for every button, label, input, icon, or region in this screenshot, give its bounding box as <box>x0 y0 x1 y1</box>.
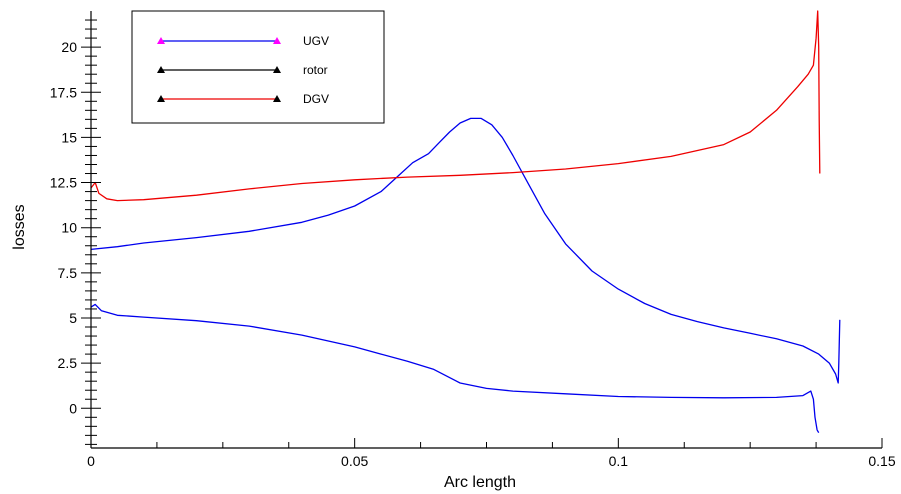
y-tick-label: 7.5 <box>58 265 78 281</box>
series-line-ugv <box>90 303 820 434</box>
series-line-dgv <box>90 10 821 202</box>
y-tick-label: 20 <box>61 39 77 55</box>
legend-marker-icon <box>273 66 281 73</box>
x-tick-label: 0 <box>87 453 95 469</box>
x-tick-label: 0.15 <box>868 453 895 469</box>
y-axis-title: losses <box>11 204 28 249</box>
x-axis-title: Arc length <box>444 474 516 491</box>
series-line-ugv <box>90 117 841 384</box>
x-tick-label: 0.05 <box>341 453 368 469</box>
legend-label-dgv: DGV <box>303 92 329 106</box>
legend-label-ugv: UGV <box>303 34 329 48</box>
legend-marker-icon <box>273 37 281 44</box>
legend-box <box>131 10 385 124</box>
x-axis: 0 0.05 0.1 0.15 <box>87 438 896 469</box>
legend-marker-icon <box>157 66 165 73</box>
y-tick-label: 10 <box>61 220 77 236</box>
plot-area <box>90 10 841 434</box>
y-tick-label: 12.5 <box>50 175 77 191</box>
y-tick-label: 17.5 <box>50 84 77 100</box>
y-tick-label: 2.5 <box>58 355 78 371</box>
y-tick-label: 15 <box>61 129 77 145</box>
legend-marker-icon <box>157 37 165 44</box>
legend-label-rotor: rotor <box>303 63 328 77</box>
y-tick-label: 0 <box>69 400 77 416</box>
y-axis: 0 2.5 5 7.5 10 12.5 15 17.5 20 <box>50 11 101 448</box>
legend: UGV rotor DGV <box>131 10 385 124</box>
legend-marker-icon <box>273 95 281 102</box>
x-tick-label: 0.1 <box>609 453 629 469</box>
legend-marker-icon <box>157 95 165 102</box>
y-tick-label: 5 <box>69 310 77 326</box>
